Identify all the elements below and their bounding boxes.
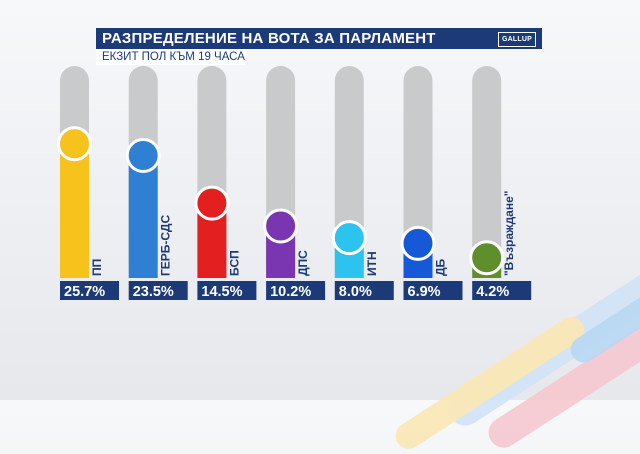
bar-track [472,66,502,278]
value-box [403,281,463,300]
gallup-logo: GALLUP [498,32,536,47]
data-label: 10.2% [270,284,311,300]
bar-marker [331,220,367,256]
bar-marker [400,225,436,261]
data-label: 25.7% [64,284,105,300]
bar-marker [125,137,161,173]
value-box [266,281,326,300]
value-box [128,281,188,300]
category-label: ГЕРБ-СДС [159,215,173,276]
bar [128,153,158,278]
category-label: ДПС [296,250,310,276]
data-label: 6.9% [408,284,441,300]
bar-track [403,66,433,278]
category-label: ДБ [434,258,448,276]
data-label: 23.5% [133,284,174,300]
value-box [334,281,394,300]
chart-title: РАЗПРЕДЕЛЕНИЕ НА ВОТА ЗА ПАРЛАМЕНТ GALLU… [96,28,542,49]
value-box [60,281,119,300]
bar-chart: ПП 25.7% ГЕРБ-СДС 23.5% БСП 14.5% ДПС 10.2% ИТН 8… [57,66,532,300]
bar-marker [469,240,505,276]
chart-subtitle-text: ЕКЗИТ ПОЛ КЪМ 19 ЧАСА [102,51,245,63]
bar [60,141,89,278]
chart-title-text: РАЗПРЕДЕЛЕНИЕ НА ВОТА ЗА ПАРЛАМЕНТ [102,30,436,47]
chart-subtitle: ЕКЗИТ ПОЛ КЪМ 19 ЧАСА [96,49,246,65]
category-label: "Възраждане" [502,191,516,276]
bar-marker [57,126,92,162]
data-label: 8.0% [339,284,372,300]
bar-marker [194,185,230,221]
bar-marker [263,208,299,244]
data-label: 4.2% [476,284,509,300]
category-label: ИТН [365,251,379,276]
data-label: 14.5% [201,284,242,300]
category-label: ПП [90,259,104,276]
value-box [472,281,532,300]
category-label: БСП [227,250,241,276]
value-box [197,281,257,300]
